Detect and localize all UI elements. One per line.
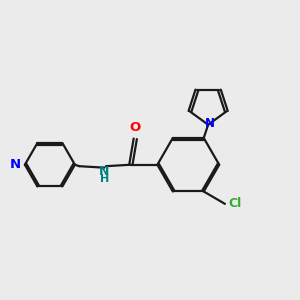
Text: N: N [205,117,214,130]
Text: H: H [100,174,109,184]
Text: Cl: Cl [229,197,242,210]
Text: N: N [9,158,20,171]
Text: O: O [130,122,141,134]
Text: N: N [99,165,110,178]
